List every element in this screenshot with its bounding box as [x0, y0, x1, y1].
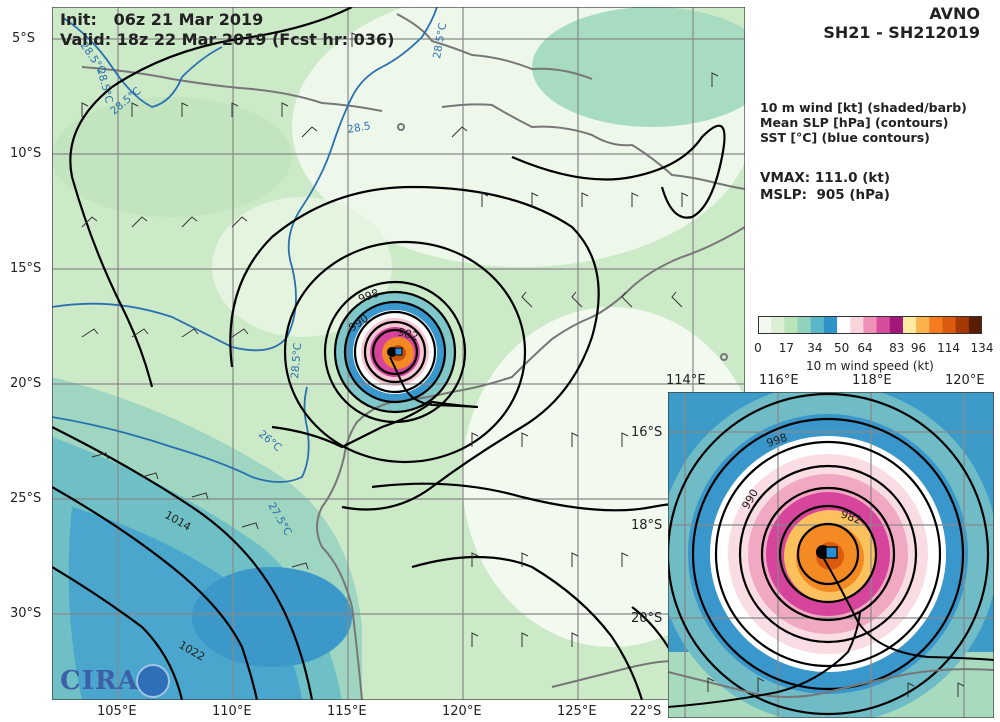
lon-label: 22°S: [630, 704, 662, 719]
colorbar-tick-label: 17: [778, 341, 795, 355]
inset-storm-track: [668, 611, 861, 708]
colorbar-tick-label: 83: [889, 341, 905, 355]
wind-field-light-patch: [52, 97, 292, 217]
colorbar-segment: [916, 316, 930, 334]
inset-slp-label: 998: [765, 431, 789, 450]
cira-logo: CIRA: [58, 664, 170, 698]
colorbar-tick-label: 50: [833, 341, 850, 355]
inset-storm-track: [822, 556, 994, 661]
wind-barbs: [81, 32, 719, 647]
colorbar-segment: [929, 316, 943, 334]
colorbar-ticks: 0 17 34 50 64 83 96 114 134: [754, 341, 993, 357]
sst-label: 28.5°C: [289, 342, 304, 379]
legend-slp: Mean SLP [hPa] (contours): [760, 115, 949, 130]
colorbar-tick-label: 96: [910, 341, 927, 355]
storm-track: [389, 356, 479, 408]
mslp-value: MSLP: 905 (hPa): [760, 187, 890, 203]
colorbar-segment: [889, 316, 904, 334]
colorbar-segment: [823, 316, 838, 334]
valid-time: Valid: 18z 22 Mar 2019 (Fcst hr: 036): [60, 30, 395, 49]
inset-coastline: [668, 668, 994, 698]
lon-label: 120°E: [442, 704, 482, 719]
init-time: Init: 06z 21 Mar 2019: [60, 10, 264, 29]
colorbar-label: 10 m wind speed (kt): [806, 359, 934, 373]
colorbar-segment: [758, 316, 772, 334]
legend-wind: 10 m wind [kt] (shaded/barb): [760, 100, 967, 115]
cira-logo-text: CIRA: [60, 666, 139, 696]
inset-lon-label: 116°E: [759, 373, 799, 388]
main-map: 998 990 982 1014 1022 28.5°C 28.5°C 28.5…: [52, 7, 745, 700]
inset-lon-label: 118°E: [852, 373, 892, 388]
inset-map: 998 990 982: [668, 392, 994, 718]
colorbar-segment: [784, 316, 799, 334]
inset-storm-center-box: [825, 546, 838, 559]
colorbar-segment: [968, 316, 982, 334]
inset-slp-isobars: [668, 392, 990, 716]
inset-lon-label: 120°E: [945, 373, 985, 388]
storm-center-box: [394, 347, 403, 356]
colorbar-tick-label: 64: [857, 341, 873, 355]
colorbar-tick-label: 34: [807, 341, 823, 355]
colorbar-segment: [942, 316, 957, 334]
colorbar-segment: [850, 316, 864, 334]
lat-label: 10°S: [10, 146, 42, 161]
colorbar-tick-label: 114: [937, 341, 961, 355]
legend-sst: SST [°C] (blue contours): [760, 130, 930, 145]
colorbar-segment: [771, 316, 785, 334]
inset-lat-label: 18°S: [631, 518, 663, 533]
inset-lat-label: 16°S: [631, 425, 663, 440]
colorbar-segment: [902, 316, 917, 334]
lon-label: 110°E: [212, 704, 252, 719]
vmax-value: VMAX: 111.0 (kt): [760, 170, 891, 186]
colorbar: [758, 316, 982, 334]
wind-field-strong-band: [192, 567, 352, 667]
lat-label: 15°S: [10, 261, 42, 276]
sst-label: 28.5: [346, 120, 371, 136]
colorbar-segment: [797, 316, 812, 334]
colorbar-segment: [810, 316, 825, 334]
lat-label: 25°S: [10, 491, 42, 506]
lat-label: 20°S: [10, 376, 42, 391]
cira-globe-icon: [136, 664, 170, 698]
colorbar-segment: [863, 316, 878, 334]
colorbar-segment: [955, 316, 970, 334]
slp-label: 982: [396, 325, 420, 343]
model-name: AVNO: [929, 4, 980, 23]
wind-field-light-patch: [532, 7, 745, 127]
inset-lat-label: 20°S: [631, 611, 663, 626]
colorbar-segment: [837, 316, 851, 334]
colorbar-segment: [876, 316, 891, 334]
lon-label: 105°E: [97, 704, 137, 719]
inset-lon-label: 114°E: [666, 373, 706, 388]
lon-label: 125°E: [557, 704, 597, 719]
lat-label: 30°S: [10, 606, 42, 621]
lon-label: 115°E: [327, 704, 367, 719]
lat-label: 5°S: [12, 31, 36, 46]
colorbar-tick-label: 134: [970, 341, 994, 355]
colorbar-tick-label: 0: [754, 341, 762, 355]
inset-wind-barbs: [707, 677, 965, 697]
graticule: [52, 7, 745, 700]
slp-isobars: [52, 7, 745, 700]
storm-id: SH21 - SH212019: [823, 23, 980, 42]
